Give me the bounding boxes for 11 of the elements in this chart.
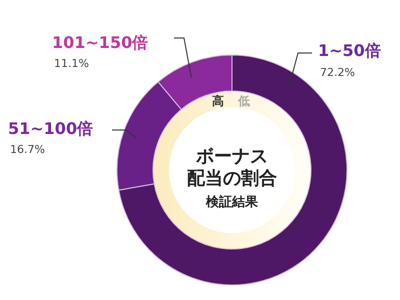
text: 検証結果 [205, 194, 259, 210]
slice-label: 101~150倍 [52, 33, 148, 52]
text: ボーナス [195, 146, 268, 167]
data-label: 72.2% [320, 66, 355, 79]
text: 配当の割合 [187, 168, 277, 189]
data-label: 16.7% [10, 143, 45, 156]
text: 低 [237, 94, 250, 108]
slice-label: 1~50倍 [318, 41, 381, 60]
text: 高 [212, 94, 224, 108]
slice-label: 51~100倍 [8, 119, 94, 138]
data-label: 11.1% [54, 57, 89, 70]
